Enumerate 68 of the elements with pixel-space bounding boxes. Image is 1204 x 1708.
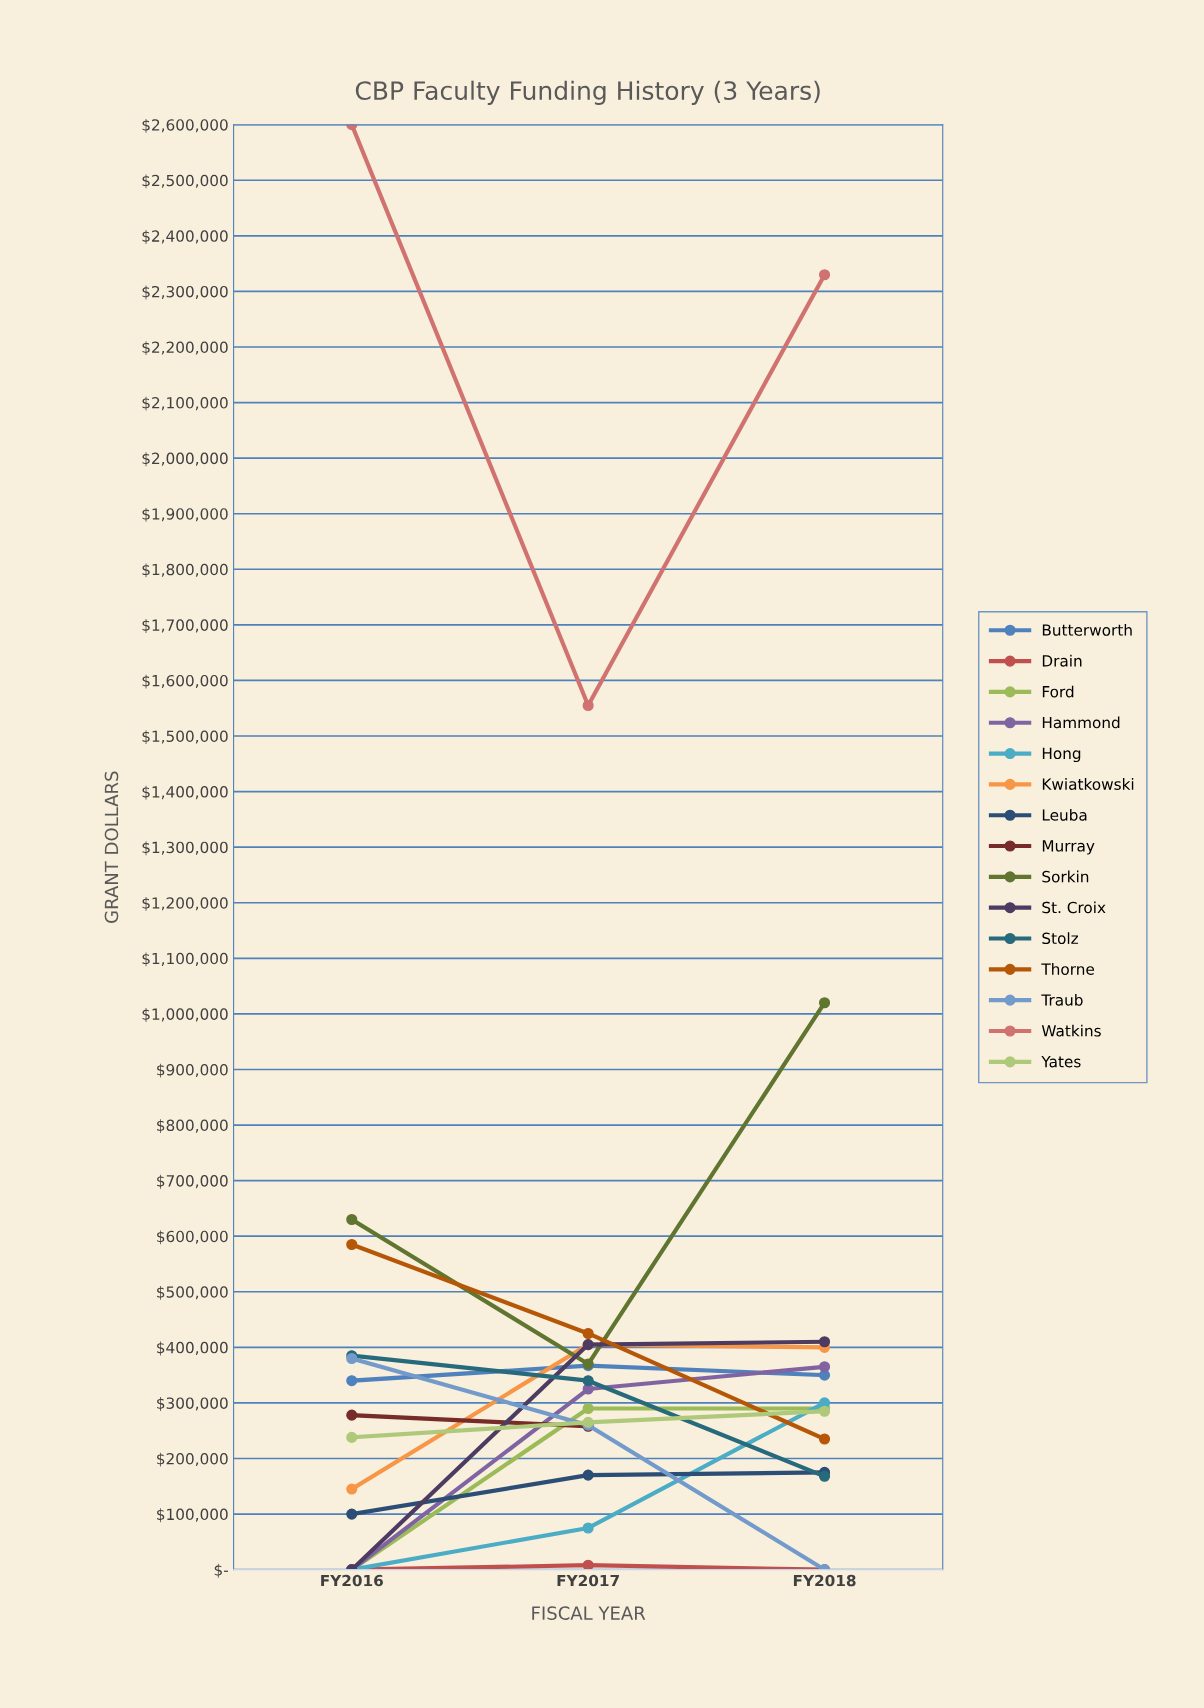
legend-label: Butterworth: [1042, 623, 1132, 636]
legend-label: Drain: [1042, 654, 1082, 667]
y-tick-label: $700,000: [157, 1174, 228, 1189]
y-tick-label: $2,300,000: [142, 285, 228, 300]
point: [818, 1336, 831, 1348]
y-tick-label: $500,000: [157, 1285, 228, 1300]
point: [582, 1559, 594, 1570]
y-tick-label: $1,700,000: [142, 619, 228, 633]
point: [582, 1375, 594, 1387]
y-tick-label: $200,000: [157, 1452, 228, 1467]
legend-label: St. Croix: [1042, 901, 1106, 914]
y-axis-title: GRANT DOLLARS: [104, 771, 119, 923]
x-axis-title: FISCAL YEAR: [532, 1606, 646, 1620]
point: [818, 269, 831, 281]
legend-label: Ford: [1042, 685, 1074, 698]
legend-label: Leuba: [1042, 808, 1087, 821]
y-tick-label: $1,200,000: [142, 896, 228, 911]
y-tick-label: $2,600,000: [142, 118, 228, 133]
point: [346, 1508, 358, 1520]
legend-label: Murray: [1042, 840, 1095, 855]
y-tick-label: $400,000: [157, 1341, 228, 1356]
y-tick-label: $1,800,000: [142, 563, 228, 578]
y-tick-label: $900,000: [157, 1063, 228, 1078]
y-tick-label: $2,000,000: [142, 452, 228, 467]
point: [818, 1433, 831, 1445]
y-tick-label: $1,500,000: [142, 730, 228, 745]
point: [582, 1327, 594, 1340]
point: [818, 997, 831, 1009]
legend-label: Yates: [1041, 1056, 1081, 1068]
legend-label: Sorkin: [1042, 870, 1089, 883]
y-tick-label: $1,000,000: [142, 1008, 228, 1022]
legend-label: Watkins: [1041, 1024, 1101, 1037]
y-tick-label: $300,000: [157, 1397, 228, 1411]
point: [582, 699, 594, 712]
y-tick-label: $2,400,000: [142, 230, 228, 244]
legend-label: Kwiatkowski: [1042, 778, 1134, 790]
legend-label: Traub: [1041, 993, 1083, 1006]
legend-label: Thorne: [1041, 963, 1095, 975]
y-tick-label: $100,000: [157, 1508, 228, 1523]
point: [818, 1470, 831, 1482]
y-tick-label: $600,000: [157, 1230, 228, 1245]
y-tick-label: $2,500,000: [142, 174, 228, 189]
y-tick-label: $2,100,000: [142, 396, 228, 411]
legend-label: Stolz: [1042, 932, 1079, 945]
y-tick-label: $1,900,000: [142, 507, 228, 522]
x-tick-label: FY2018: [793, 1574, 856, 1587]
y-tick-label: $1,300,000: [142, 841, 228, 856]
y-tick-label: $-: [214, 1563, 228, 1578]
point: [346, 1431, 358, 1443]
point: [346, 1375, 358, 1387]
legend-label: Hong: [1042, 747, 1081, 763]
point: [818, 1361, 831, 1373]
x-tick-label: FY2017: [557, 1574, 619, 1587]
point: [346, 1213, 358, 1226]
y-tick-label: $800,000: [157, 1119, 228, 1134]
x-tick-label: FY2016: [321, 1574, 383, 1587]
legend-label: Hammond: [1042, 716, 1120, 729]
y-tick-label: $1,600,000: [142, 674, 228, 689]
point: [346, 1483, 358, 1495]
y-tick-label: $2,200,000: [142, 341, 228, 356]
point: [346, 1238, 358, 1251]
point: [582, 1522, 594, 1534]
chart-title: CBP Faculty Funding History (3 Years): [355, 80, 820, 105]
point: [582, 1469, 594, 1481]
y-tick-label: $1,400,000: [142, 785, 228, 800]
point: [346, 1409, 358, 1421]
point: [582, 1402, 594, 1415]
y-tick-label: $1,100,000: [142, 952, 228, 967]
